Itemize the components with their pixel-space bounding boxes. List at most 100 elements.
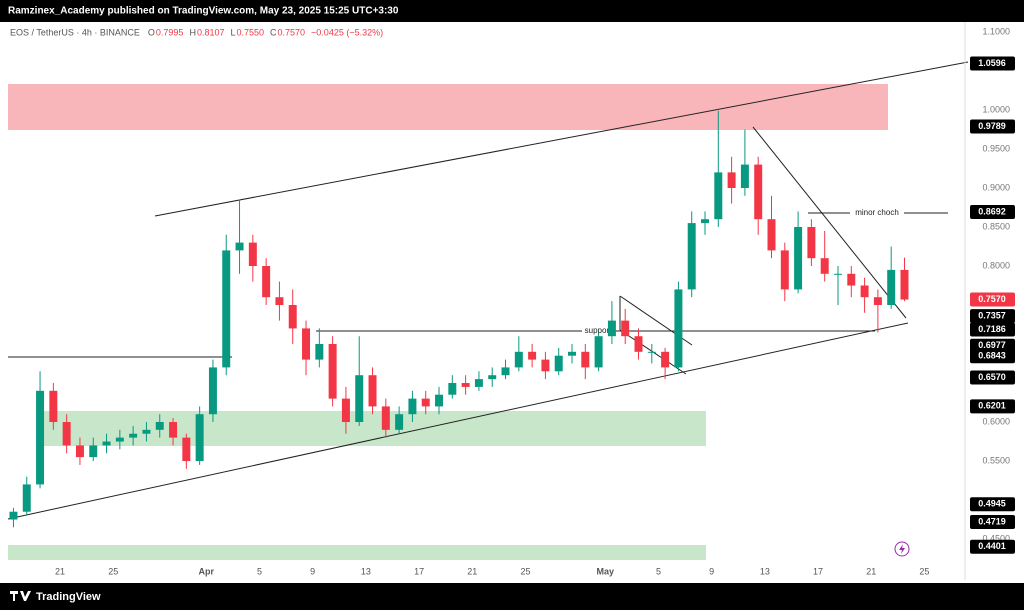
y-tick-label: 0.9000 xyxy=(982,182,1010,192)
y-tick-label: 0.5500 xyxy=(982,455,1010,465)
price-tag-bg xyxy=(970,539,1015,554)
ohlc-label: C xyxy=(270,27,277,37)
candle-body xyxy=(368,375,377,407)
candle-body xyxy=(328,344,337,399)
y-tick-label: 0.8000 xyxy=(982,260,1010,270)
ohlc-label: O xyxy=(148,27,155,37)
candle-body xyxy=(129,433,138,438)
x-tick-label: 25 xyxy=(919,566,929,576)
channel-lower xyxy=(7,322,909,520)
bottom-bar xyxy=(0,583,1024,610)
candle-body xyxy=(169,422,178,438)
candle-body xyxy=(554,355,563,372)
price-tag-bg xyxy=(970,349,1015,364)
x-tick-label: 17 xyxy=(813,566,823,576)
candle-body xyxy=(395,414,404,430)
ohlc-value: 0.7995 xyxy=(156,27,184,37)
x-tick-label: Apr xyxy=(199,566,215,576)
publisher: Ramzinex_Academy published on TradingVie… xyxy=(8,6,399,17)
candle-body xyxy=(634,336,643,352)
candle-body xyxy=(674,289,683,368)
price-tag-bg xyxy=(970,205,1015,220)
price-tag: 0.4719 xyxy=(978,516,1006,526)
price-tag: 0.6570 xyxy=(978,372,1006,382)
candle-body xyxy=(22,484,31,512)
candle-body xyxy=(754,164,763,220)
price-tag: 0.4401 xyxy=(978,541,1006,551)
logo xyxy=(10,591,31,601)
candle-body xyxy=(62,422,71,446)
candle-body xyxy=(581,351,590,368)
candle-body xyxy=(607,320,616,337)
price-tag: 0.8692 xyxy=(978,206,1006,216)
candle-body xyxy=(461,383,470,387)
x-tick-label: 5 xyxy=(257,566,262,576)
candle-body xyxy=(873,297,882,306)
candle-body xyxy=(448,383,457,395)
ohlc-value: 0.7570 xyxy=(278,27,306,37)
change: −0.0425 (−5.32%) xyxy=(311,27,383,37)
candle-body xyxy=(302,328,311,360)
candle-body xyxy=(727,172,736,188)
candle-body xyxy=(568,351,577,356)
price-tag-bg xyxy=(970,370,1015,385)
ohlc-label: H xyxy=(189,27,196,37)
candle-body xyxy=(887,269,896,306)
candle-body xyxy=(514,351,523,368)
price-tag-bg xyxy=(970,322,1015,337)
candle-body xyxy=(541,359,550,372)
y-tick-label: 0.9500 xyxy=(982,143,1010,153)
x-tick-label: 13 xyxy=(361,566,371,576)
x-tick-label: May xyxy=(597,566,615,576)
ohlc-value: 0.8107 xyxy=(197,27,225,37)
price-tag: 0.6843 xyxy=(978,351,1006,361)
y-tick-label: 0.6000 xyxy=(982,416,1010,426)
candle-body xyxy=(89,445,98,458)
candle-body xyxy=(315,344,324,360)
x-tick-label: 17 xyxy=(414,566,424,576)
drawings: support minor choch xyxy=(7,61,969,560)
top-bar xyxy=(0,0,1024,22)
candle-body xyxy=(208,367,217,415)
candle-body xyxy=(115,437,124,442)
x-tick-label: 21 xyxy=(467,566,477,576)
demand-zone xyxy=(8,545,706,560)
price-tag: 0.6977 xyxy=(978,340,1006,350)
y-tick-label: 1.1000 xyxy=(982,26,1010,36)
price-tag-bg xyxy=(970,399,1015,414)
candle-body xyxy=(435,394,444,407)
candle-body xyxy=(235,242,244,251)
ohlc-value: 0.7550 xyxy=(236,27,264,37)
x-tick-label: 13 xyxy=(760,566,770,576)
candle-body xyxy=(780,250,789,290)
brand: TradingView xyxy=(36,591,101,603)
candle-body xyxy=(647,351,656,353)
candle-body xyxy=(275,297,284,306)
alert-icon[interactable] xyxy=(894,541,910,557)
candle-body xyxy=(248,242,257,267)
candle-body xyxy=(381,406,390,430)
candle-body xyxy=(49,390,58,423)
candle-body xyxy=(75,445,84,458)
y-tick-label: 0.4500 xyxy=(982,533,1010,543)
candle-body xyxy=(794,226,803,290)
last-price-tag-bg xyxy=(970,292,1015,307)
y-tick-label: 1.0000 xyxy=(982,104,1010,114)
candle-body xyxy=(594,336,603,368)
annotation: support xyxy=(585,326,612,335)
x-tick-label: 25 xyxy=(108,566,118,576)
y-tick-label: 0.8500 xyxy=(982,221,1010,231)
candle-body xyxy=(661,351,670,368)
x-tick-label: 5 xyxy=(656,566,661,576)
price-tag-bg xyxy=(970,497,1015,512)
alert-icon-bolt xyxy=(899,544,905,554)
candle-body xyxy=(182,437,191,462)
candle-body xyxy=(701,219,709,224)
supply-zone xyxy=(8,84,888,130)
last-price-tag: 0.7570 xyxy=(978,294,1006,304)
candle-body xyxy=(501,367,510,376)
candle-body xyxy=(421,398,430,407)
candle-body xyxy=(341,398,350,423)
price-tag: 0.7186 xyxy=(978,324,1006,334)
